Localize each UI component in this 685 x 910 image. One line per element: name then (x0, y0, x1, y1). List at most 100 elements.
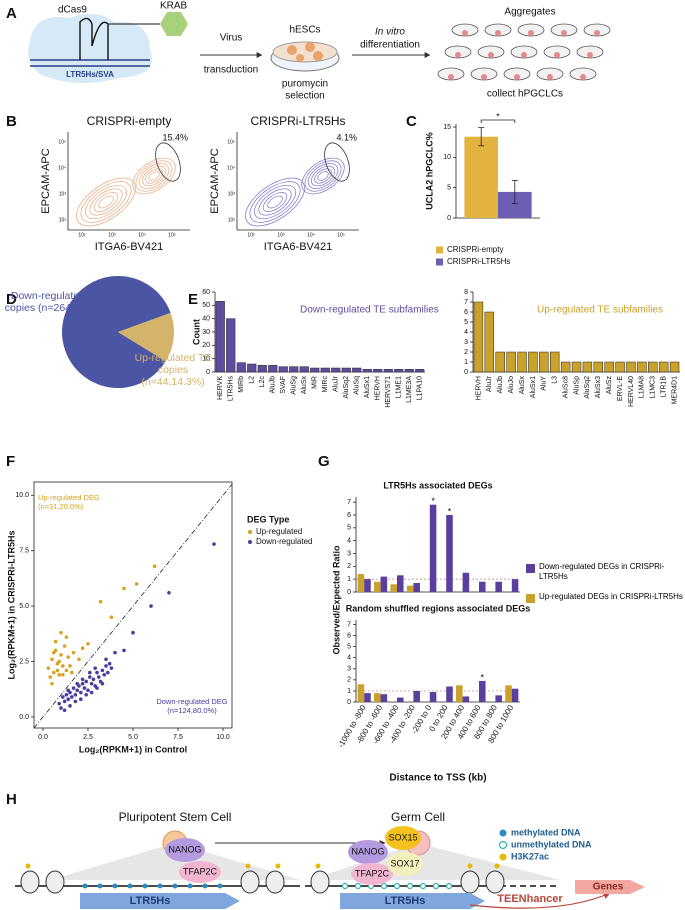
factor (179, 861, 221, 883)
gene-label: Genes (593, 882, 624, 893)
label: transduction (204, 65, 258, 76)
x-tick-label: HERVL40 (628, 376, 635, 407)
bar (446, 686, 453, 702)
y-tick-label: 7.5 (19, 548, 29, 555)
y-tick-label: 0 (347, 699, 351, 706)
point (82, 686, 87, 690)
y-tick-label: 4 (464, 329, 468, 336)
bar (404, 369, 414, 373)
x-tick-label: AluSx1 (364, 376, 371, 398)
x-tick-label: AluSg (291, 376, 298, 395)
point (62, 699, 67, 704)
bar (560, 361, 571, 373)
x-tick-label: 0.0 (38, 734, 48, 741)
bar (373, 369, 383, 373)
bar (539, 351, 549, 373)
bar (604, 361, 614, 373)
identity-line (33, 483, 233, 729)
y-axis-label: EPCAM-APC (40, 148, 52, 213)
legend-marker (498, 840, 508, 850)
panel-letter: C (406, 113, 417, 130)
x-tick-label: HERVS71 (385, 376, 392, 408)
bar (473, 301, 484, 373)
cell (287, 45, 297, 55)
y-tick-label: 3 (347, 666, 351, 673)
y-tick-label: 5 (347, 525, 351, 532)
point (66, 697, 70, 701)
y-tick-label: 10² (228, 217, 236, 223)
gate-label: 15.4% (162, 132, 188, 142)
legend-label: Down-regulated (256, 537, 312, 546)
panel-letter: G (318, 453, 330, 470)
contour (304, 160, 342, 192)
y-tick-label: 50 (202, 302, 210, 309)
bar (517, 351, 527, 373)
bar (582, 361, 593, 373)
x-tick-label: AluJr (486, 375, 493, 392)
bar (415, 369, 425, 373)
contour (98, 195, 114, 209)
legend-title: DEG Type (247, 514, 289, 524)
factor (387, 852, 423, 876)
y-tick-label: 6 (347, 632, 351, 639)
chart-title: Down-regulated TE subfamilies (300, 305, 439, 316)
contour (80, 181, 132, 223)
ltr-arrow (80, 893, 240, 909)
label: collect hPGCLCs (487, 89, 563, 100)
plot-title: CRISPRi-empty (87, 114, 172, 128)
point (107, 661, 112, 666)
x-tick-label: AluSc8 (562, 376, 569, 398)
y-tick-label: 1 (347, 688, 351, 695)
point (88, 675, 92, 679)
y-tick-label: 60 (202, 289, 210, 296)
point (46, 666, 51, 670)
x-tick-label: L1MC3 (650, 376, 657, 399)
point (106, 670, 110, 675)
x-tick-label: L1PA10 (417, 376, 424, 400)
contour (138, 163, 170, 189)
point (70, 670, 74, 675)
x-tick-label: AluSx (301, 376, 308, 395)
y-tick-label: 30 (202, 329, 210, 336)
point (71, 650, 76, 655)
y-tick-label: 1 (464, 359, 468, 366)
bar (397, 697, 404, 702)
x-tick-label: MIRb (238, 376, 245, 393)
point (79, 690, 83, 695)
x-tick-label: AluJb (270, 376, 277, 394)
bar (357, 684, 365, 702)
x-tick-label: HERVH (375, 376, 382, 400)
legend-label: Up-regulated (256, 527, 302, 536)
x-tick-label: L2c (259, 376, 266, 388)
bar (456, 685, 463, 702)
y-tick-label: 10 (443, 154, 451, 161)
point (122, 648, 126, 653)
panel-letter: B (6, 113, 17, 130)
point (57, 701, 61, 706)
contour (253, 184, 297, 220)
legend-marker (248, 530, 252, 534)
y-tick-label: 4 (347, 537, 351, 544)
bar (495, 351, 505, 373)
y-tick-label: 20 (202, 342, 210, 349)
legend-label: CRISPRi-empty (447, 245, 503, 254)
point (53, 639, 58, 644)
contour (267, 195, 283, 209)
point (80, 681, 85, 686)
guide-rna (79, 17, 109, 60)
bar (289, 366, 299, 373)
dish-medium (272, 41, 338, 63)
factor-label: SOX17 (390, 858, 419, 868)
contour (310, 165, 336, 187)
point (89, 681, 94, 686)
methylation (82, 883, 223, 889)
x-tick-label: LTR5Hs (228, 376, 235, 402)
point (59, 630, 63, 635)
pie-slice (118, 312, 174, 362)
chart-title: LTR5Hs associated DEGs (383, 480, 492, 490)
y-tick-label: 0.0 (19, 714, 29, 721)
legend-label: methylated DNA (511, 827, 581, 837)
point (95, 670, 99, 675)
bar (571, 361, 582, 373)
